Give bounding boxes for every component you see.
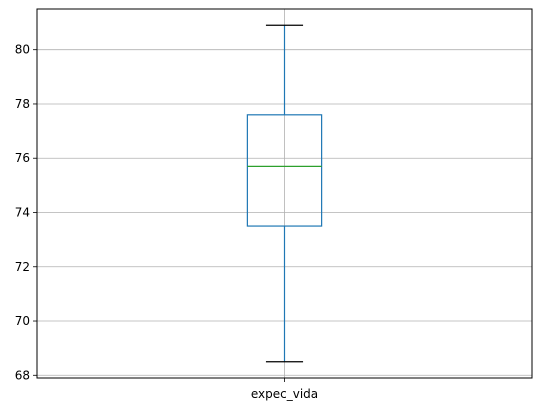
y-tick-label: 68 — [15, 368, 30, 382]
ticks: 68 70 72 74 76 78 80 expec_vida — [15, 43, 318, 401]
y-tick-label: 78 — [15, 97, 30, 111]
y-tick-label: 80 — [15, 43, 30, 57]
y-tick-label: 76 — [15, 151, 30, 165]
boxes — [246, 24, 323, 363]
y-tick-label: 74 — [15, 205, 30, 219]
y-tick-label: 72 — [15, 260, 30, 274]
x-tick-label: expec_vida — [251, 387, 318, 401]
iqr-box — [246, 114, 323, 227]
y-tick-label: 70 — [15, 314, 30, 328]
